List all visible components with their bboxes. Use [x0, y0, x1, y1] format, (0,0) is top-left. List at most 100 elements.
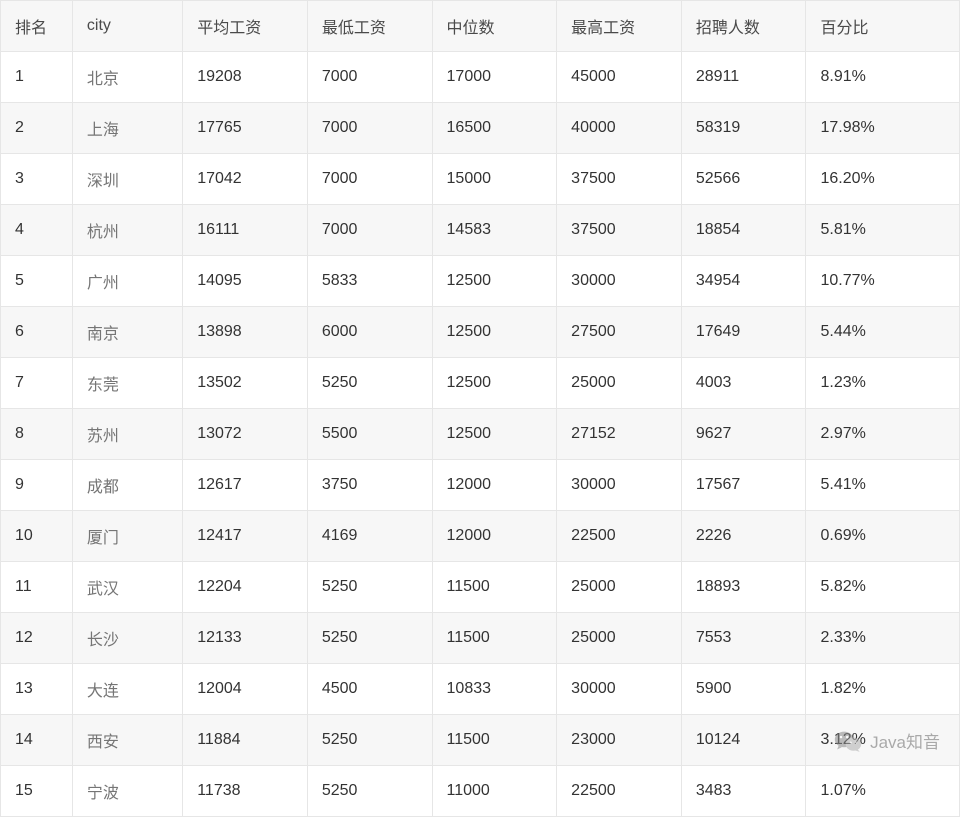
cell-min: 5833: [307, 256, 432, 307]
cell-max: 25000: [557, 562, 682, 613]
cell-max: 40000: [557, 103, 682, 154]
cell-pct: 16.20%: [806, 154, 960, 205]
cell-pct: 3.12%: [806, 715, 960, 766]
cell-median: 11500: [432, 562, 557, 613]
salary-table: 排名city平均工资最低工资中位数最高工资招聘人数百分比 1北京19208700…: [0, 0, 960, 817]
cell-median: 12500: [432, 358, 557, 409]
col-count: 招聘人数: [681, 1, 806, 52]
table-row: 5广州14095583312500300003495410.77%: [1, 256, 960, 307]
cell-min: 7000: [307, 103, 432, 154]
cell-avg: 19208: [183, 52, 308, 103]
cell-avg: 12133: [183, 613, 308, 664]
cell-rank: 9: [1, 460, 73, 511]
cell-pct: 8.91%: [806, 52, 960, 103]
cell-min: 5250: [307, 766, 432, 817]
cell-pct: 2.33%: [806, 613, 960, 664]
cell-pct: 1.23%: [806, 358, 960, 409]
cell-rank: 3: [1, 154, 73, 205]
cell-median: 15000: [432, 154, 557, 205]
table-body: 1北京1920870001700045000289118.91%2上海17765…: [1, 52, 960, 817]
table-row: 11武汉1220452501150025000188935.82%: [1, 562, 960, 613]
cell-median: 11000: [432, 766, 557, 817]
cell-avg: 16111: [183, 205, 308, 256]
col-pct: 百分比: [806, 1, 960, 52]
table-row: 10厦门124174169120002250022260.69%: [1, 511, 960, 562]
cell-count: 18893: [681, 562, 806, 613]
cell-avg: 13072: [183, 409, 308, 460]
cell-count: 5900: [681, 664, 806, 715]
cell-max: 30000: [557, 460, 682, 511]
cell-count: 3483: [681, 766, 806, 817]
table-row: 4杭州1611170001458337500188545.81%: [1, 205, 960, 256]
cell-rank: 14: [1, 715, 73, 766]
cell-max: 23000: [557, 715, 682, 766]
cell-median: 11500: [432, 715, 557, 766]
col-avg: 平均工资: [183, 1, 308, 52]
cell-median: 16500: [432, 103, 557, 154]
col-rank: 排名: [1, 1, 73, 52]
cell-max: 22500: [557, 511, 682, 562]
cell-min: 7000: [307, 205, 432, 256]
cell-city: 广州: [72, 256, 182, 307]
cell-rank: 11: [1, 562, 73, 613]
cell-avg: 11738: [183, 766, 308, 817]
cell-median: 12000: [432, 511, 557, 562]
cell-avg: 17042: [183, 154, 308, 205]
cell-city: 长沙: [72, 613, 182, 664]
table-row: 3深圳17042700015000375005256616.20%: [1, 154, 960, 205]
cell-city: 深圳: [72, 154, 182, 205]
cell-min: 5250: [307, 358, 432, 409]
cell-max: 27152: [557, 409, 682, 460]
cell-count: 10124: [681, 715, 806, 766]
cell-max: 37500: [557, 205, 682, 256]
cell-median: 12500: [432, 409, 557, 460]
cell-max: 45000: [557, 52, 682, 103]
table-row: 2上海17765700016500400005831917.98%: [1, 103, 960, 154]
table-row: 9成都1261737501200030000175675.41%: [1, 460, 960, 511]
cell-avg: 17765: [183, 103, 308, 154]
cell-min: 5250: [307, 562, 432, 613]
cell-city: 成都: [72, 460, 182, 511]
cell-min: 6000: [307, 307, 432, 358]
cell-avg: 13502: [183, 358, 308, 409]
cell-city: 杭州: [72, 205, 182, 256]
col-max: 最高工资: [557, 1, 682, 52]
cell-min: 3750: [307, 460, 432, 511]
cell-avg: 11884: [183, 715, 308, 766]
cell-city: 大连: [72, 664, 182, 715]
cell-count: 18854: [681, 205, 806, 256]
cell-count: 17649: [681, 307, 806, 358]
table-row: 1北京1920870001700045000289118.91%: [1, 52, 960, 103]
col-min: 最低工资: [307, 1, 432, 52]
cell-max: 27500: [557, 307, 682, 358]
col-city: city: [72, 1, 182, 52]
cell-city: 上海: [72, 103, 182, 154]
cell-rank: 5: [1, 256, 73, 307]
cell-avg: 12204: [183, 562, 308, 613]
cell-median: 10833: [432, 664, 557, 715]
cell-city: 厦门: [72, 511, 182, 562]
cell-city: 北京: [72, 52, 182, 103]
cell-rank: 2: [1, 103, 73, 154]
cell-max: 37500: [557, 154, 682, 205]
cell-count: 34954: [681, 256, 806, 307]
table-row: 12长沙121335250115002500075532.33%: [1, 613, 960, 664]
cell-city: 西安: [72, 715, 182, 766]
col-median: 中位数: [432, 1, 557, 52]
cell-avg: 12617: [183, 460, 308, 511]
header-row: 排名city平均工资最低工资中位数最高工资招聘人数百分比: [1, 1, 960, 52]
cell-count: 4003: [681, 358, 806, 409]
cell-rank: 10: [1, 511, 73, 562]
cell-rank: 13: [1, 664, 73, 715]
cell-max: 25000: [557, 358, 682, 409]
cell-city: 南京: [72, 307, 182, 358]
cell-rank: 6: [1, 307, 73, 358]
cell-min: 5250: [307, 715, 432, 766]
cell-count: 9627: [681, 409, 806, 460]
cell-count: 17567: [681, 460, 806, 511]
cell-median: 17000: [432, 52, 557, 103]
cell-count: 2226: [681, 511, 806, 562]
cell-avg: 12417: [183, 511, 308, 562]
cell-min: 7000: [307, 154, 432, 205]
cell-median: 12000: [432, 460, 557, 511]
